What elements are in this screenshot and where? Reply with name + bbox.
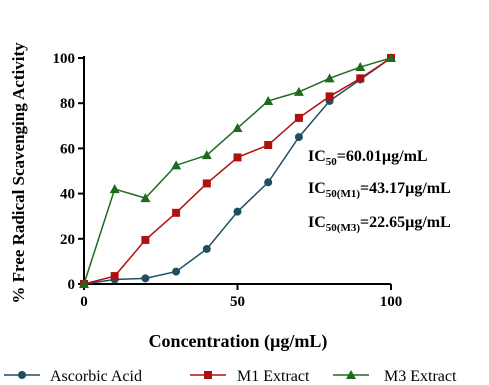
data-point (386, 53, 396, 62)
legend-item-m3-extract: M3 Extract (333, 368, 457, 385)
series-line (83, 57, 392, 285)
data-point (140, 193, 151, 203)
y-tick-label: 40 (60, 187, 75, 203)
data-point (294, 113, 303, 122)
y-tick-label: 60 (60, 141, 75, 157)
data-point (293, 86, 304, 96)
data-point (141, 274, 150, 283)
annotation-ic50-m1: IC50(M1)=43.17µg/mL (308, 180, 451, 200)
annotation-ic50: IC50=60.01µg/mL (308, 148, 428, 168)
x-tick-label: 100 (380, 294, 403, 310)
series-layer (79, 53, 396, 288)
y-tick-label: 20 (60, 232, 75, 248)
data-point (264, 141, 273, 150)
x-axis-title: Concentration (µg/mL) (149, 331, 328, 352)
series-m3-extract (79, 53, 396, 288)
legend: Ascorbic Acid M1 Extract M3 Extract (4, 368, 457, 385)
annotations: IC50=60.01µg/mL IC50(M1)=43.17µg/mL IC50… (308, 148, 451, 234)
series-line (83, 57, 392, 285)
data-point (324, 73, 335, 83)
data-point (232, 123, 243, 133)
data-point (171, 160, 182, 170)
legend-marker-square (204, 371, 212, 379)
legend-label-ascorbic-acid: Ascorbic Acid (50, 368, 142, 385)
axes: 0 20 40 60 80 100 0 50 100 (53, 51, 403, 310)
y-tick-label: 100 (53, 51, 76, 67)
series-line (83, 57, 392, 285)
y-tick-label: 80 (60, 96, 75, 112)
data-point (172, 208, 181, 217)
legend-label-m3-extract: M3 Extract (384, 368, 457, 385)
data-point (79, 279, 89, 288)
data-point (264, 178, 273, 187)
data-point (233, 153, 242, 162)
legend-marker-triangle (346, 370, 356, 379)
data-point (356, 74, 365, 83)
data-point (294, 133, 303, 142)
data-point (355, 62, 366, 72)
legend-item-m1-extract: M1 Extract (190, 368, 310, 385)
data-point (202, 179, 211, 188)
data-point (263, 95, 274, 105)
series-ascorbic-acid (80, 54, 395, 288)
data-point (201, 150, 212, 160)
data-point (141, 235, 150, 244)
legend-marker-circle (18, 371, 26, 379)
data-point (172, 267, 181, 276)
annotation-ic50-m3: IC50(M3)=22.65µg/mL (308, 214, 451, 234)
x-tick-label: 50 (230, 294, 245, 310)
data-point (233, 207, 242, 216)
y-axis-title: % Free Radical Scavenging Activity (9, 42, 28, 304)
legend-label-m1-extract: M1 Extract (237, 368, 310, 385)
data-point (109, 184, 120, 194)
x-tick-label: 0 (80, 294, 88, 310)
data-point (325, 92, 334, 101)
legend-item-ascorbic-acid: Ascorbic Acid (4, 368, 142, 385)
y-tick-label: 0 (68, 277, 76, 293)
data-point (110, 272, 119, 281)
data-point (202, 244, 211, 253)
series-m1-extract (80, 54, 395, 288)
